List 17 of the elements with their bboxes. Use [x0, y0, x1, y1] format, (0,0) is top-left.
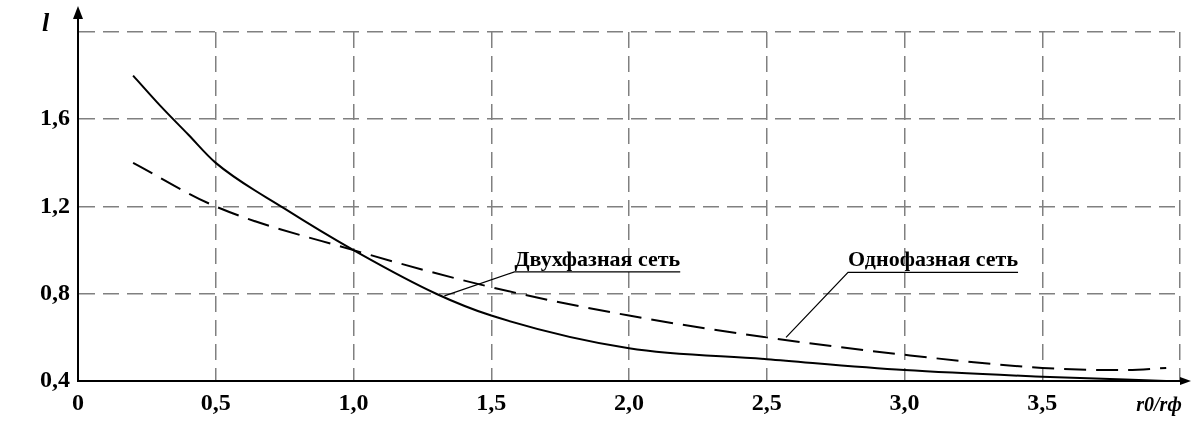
- y-tick-label: 0,4: [40, 366, 70, 393]
- x-tick-label: 3,0: [889, 388, 920, 415]
- x-tick-label: 0,5: [200, 388, 231, 415]
- x-axis-title: r0/rф: [1135, 392, 1183, 416]
- x-tick-label: 0: [72, 388, 84, 415]
- x-tick-label: 1,0: [338, 388, 369, 415]
- x-tick-label: 2,5: [751, 388, 782, 415]
- y-axis-title: l: [42, 8, 50, 38]
- x-tick-label: 3,5: [1027, 388, 1058, 415]
- y-tick-label: 0,8: [40, 278, 70, 305]
- y-tick-label: 1,6: [40, 104, 70, 131]
- x-tick-label: 2,0: [614, 388, 644, 415]
- y-tick-label: 1,2: [40, 191, 70, 218]
- x-tick-label: 1,5: [476, 388, 507, 415]
- line-series: [132, 74, 1168, 381]
- annotation: Двухфазная сеть: [514, 245, 681, 271]
- annotation: Однофазная сеть: [848, 246, 1019, 272]
